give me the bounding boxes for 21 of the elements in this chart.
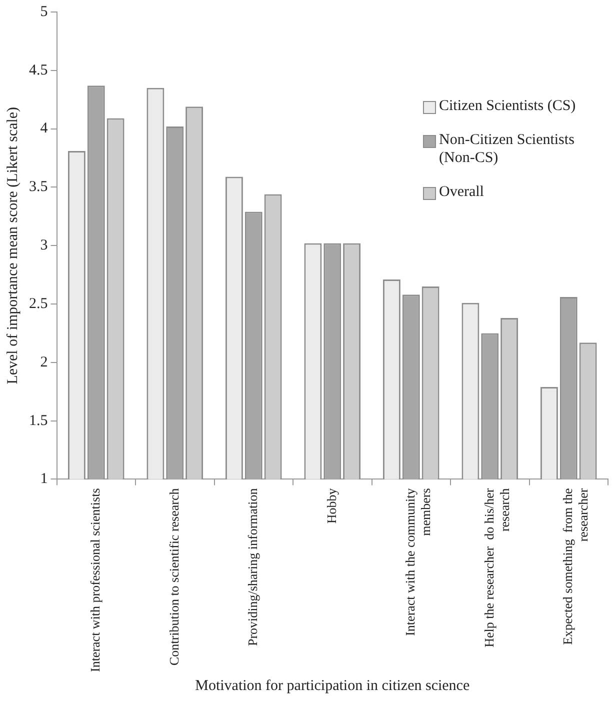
y-tick-label: 3: [40, 238, 48, 254]
y-tick-label: 4: [40, 120, 48, 137]
y-tick-label: 2.5: [29, 296, 48, 312]
y-tick-label: 4.5: [29, 62, 48, 78]
x-tick-label: Help the researcher do his/her research: [481, 488, 512, 648]
legend-label: Overall: [439, 183, 484, 201]
y-tick-label: 1.5: [29, 412, 48, 429]
y-tick-label: 1: [40, 471, 48, 488]
x-tick-label: Interact with the community members: [402, 488, 434, 636]
x-tick-label: Expected something from the researcher: [560, 488, 591, 645]
x-tick-label: Interact with professional scientists: [88, 488, 103, 672]
y-axis-title: Level of importance mean score (Likert scale): [4, 106, 21, 384]
x-tick-label: Providing/sharing information: [245, 488, 260, 646]
y-tick-label: 5: [40, 4, 48, 20]
legend-label: Citizen Scientists (CS): [439, 97, 576, 115]
x-tick-label: Hobby: [324, 488, 339, 524]
x-tick-label: Contribution to scientific research: [166, 488, 182, 666]
x-axis-title: Motivation for participation in citizen science: [195, 678, 470, 694]
legend-label: Non-Citizen Scientists (Non-CS): [439, 131, 576, 167]
y-tick-label: 3.5: [29, 179, 48, 196]
y-tick-label: 2: [40, 354, 48, 370]
